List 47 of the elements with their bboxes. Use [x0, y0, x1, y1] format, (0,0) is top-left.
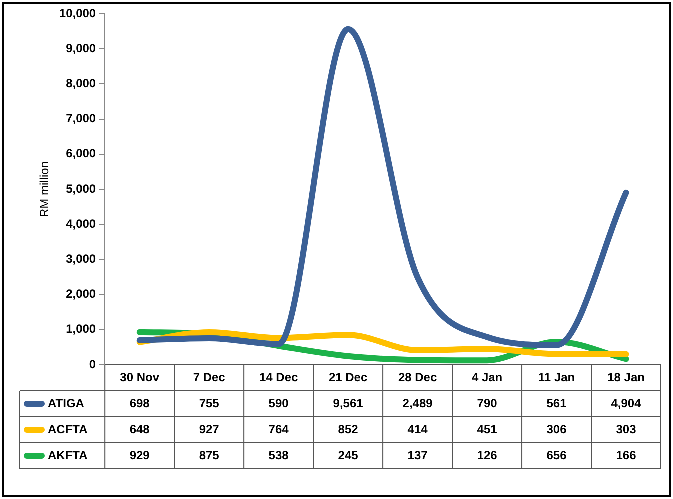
data-label: 929 [130, 448, 150, 462]
data-label: 538 [268, 448, 290, 462]
y-tick-label: 4,000 [66, 216, 96, 231]
y-axis-title: RM million [38, 161, 52, 218]
data-label: 698 [130, 396, 150, 410]
data-label: 2,489 [402, 396, 434, 410]
data-label: 648 [130, 422, 150, 436]
data-label: 306 [546, 422, 568, 436]
x-tick-label: 30 Nov [120, 370, 160, 384]
data-label: 790 [477, 396, 498, 410]
data-label: 166 [616, 448, 637, 462]
data-label: 852 [338, 422, 359, 436]
legend-label: AKFTA [48, 448, 88, 462]
data-label: 137 [408, 448, 428, 462]
x-tick-label: 14 Dec [259, 370, 298, 384]
data-label: 4,904 [611, 396, 642, 410]
data-label: 755 [199, 396, 220, 410]
data-label: 875 [199, 448, 220, 462]
data-label: 656 [546, 448, 568, 462]
y-tick-label: 6,000 [66, 146, 96, 161]
data-label: 245 [338, 448, 359, 462]
y-tick-label: 0 [89, 357, 96, 372]
data-label: 303 [616, 422, 637, 436]
data-label: 451 [477, 422, 498, 436]
legend-label: ACFTA [48, 422, 88, 436]
data-label: 927 [199, 422, 220, 436]
x-tick-label: 21 Dec [328, 370, 368, 384]
y-tick-label: 5,000 [66, 182, 96, 196]
x-tick-label: 18 Jan [608, 370, 645, 384]
data-label: 9,561 [333, 396, 364, 410]
x-tick-label: 28 Dec [398, 370, 438, 384]
data-label: 764 [268, 422, 290, 436]
x-tick-label: 4 Jan [472, 370, 503, 384]
data-label: 126 [477, 448, 498, 462]
x-tick-label: 11 Jan [538, 370, 576, 384]
y-tick-label: 1,000 [66, 322, 96, 336]
y-tick-label: 8,000 [66, 76, 96, 91]
legend-label: ATIGA [48, 396, 85, 410]
y-tick-label: 2,000 [66, 287, 96, 302]
data-label: 590 [268, 396, 290, 410]
data-label: 414 [408, 422, 428, 436]
x-tick-label: 7 Dec [193, 370, 226, 384]
data-label: 561 [546, 396, 568, 410]
y-tick-label: 3,000 [66, 252, 96, 266]
y-tick-label: 10,000 [59, 6, 96, 20]
y-tick-label: 7,000 [66, 112, 96, 126]
y-tick-label: 9,000 [66, 41, 96, 56]
